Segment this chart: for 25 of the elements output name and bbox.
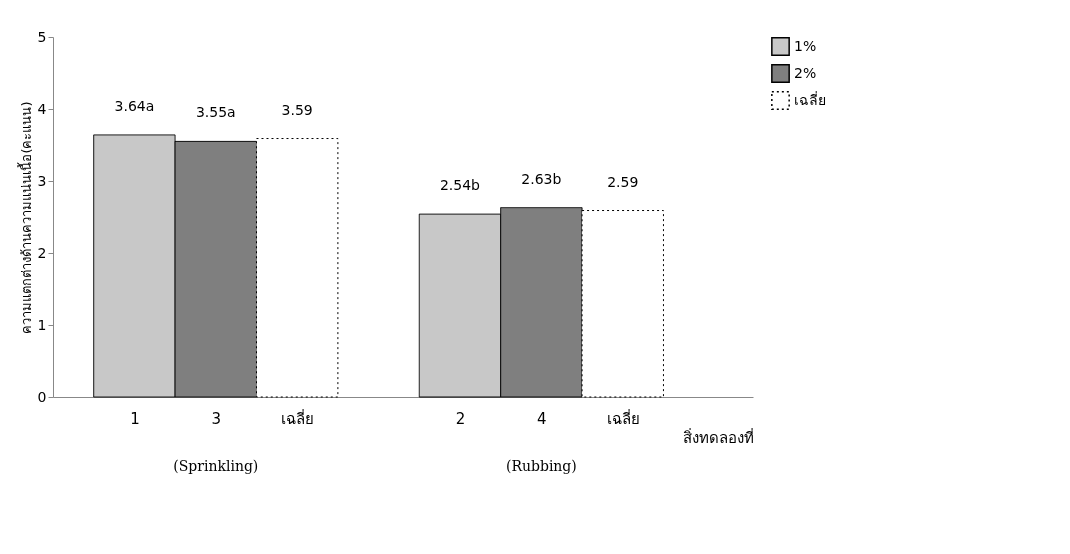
x-tick-label: 2 bbox=[455, 409, 466, 428]
x-axis-title: สิ่งทดลองที่ bbox=[682, 426, 754, 447]
data-label: 2.54b bbox=[439, 177, 481, 194]
data-label: 3.55a bbox=[195, 104, 236, 121]
x-tick-label: 3 bbox=[211, 409, 222, 428]
y-tick-label: 4 bbox=[37, 100, 47, 117]
y-axis-title: ความแตกต่างด้านความแน่นเนื้อ(คะแนน) bbox=[16, 101, 34, 334]
y-tick-label: 2 bbox=[37, 244, 47, 261]
data-label: 3.64a bbox=[114, 97, 155, 114]
text: (Rubbing) bbox=[505, 458, 577, 474]
data-label: 2.59 bbox=[607, 173, 639, 190]
y-tick-label: 0 bbox=[37, 388, 47, 405]
text: (Sprinkling) bbox=[173, 458, 259, 474]
data-label: 3.59 bbox=[281, 101, 313, 118]
legend-label: 1% bbox=[794, 37, 817, 54]
x-tick-label: 4 bbox=[537, 409, 547, 428]
data-label: 2.63b bbox=[521, 170, 562, 187]
y-tick-label: 5 bbox=[37, 28, 47, 45]
x-tick-label: 1 bbox=[130, 409, 140, 428]
x-tick-label: เฉลี่ย bbox=[281, 407, 315, 428]
legend-label: เฉลี่ย bbox=[794, 90, 826, 108]
x-tick-label: เฉลี่ย bbox=[606, 407, 640, 428]
y-tick-label: 1 bbox=[37, 316, 47, 333]
y-tick-label: 3 bbox=[37, 172, 47, 189]
legend-label: 2% bbox=[794, 64, 817, 81]
